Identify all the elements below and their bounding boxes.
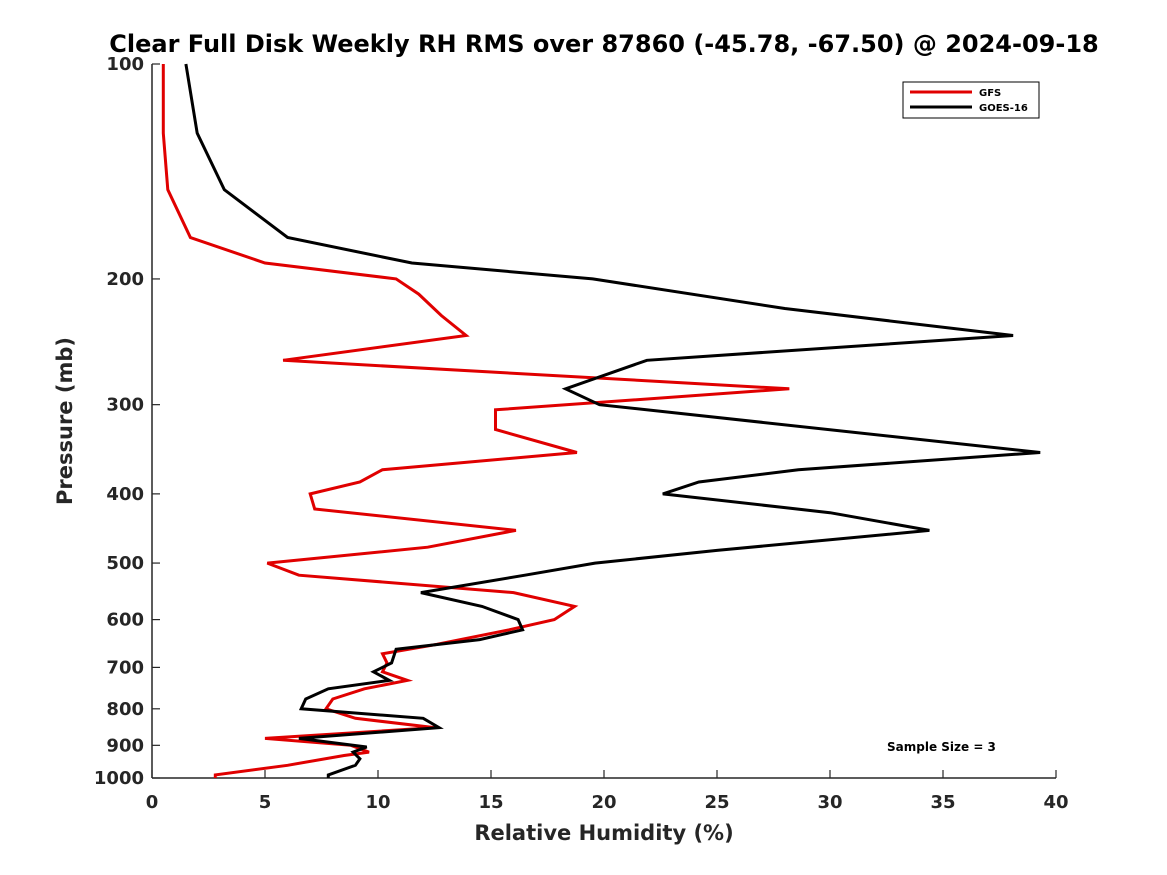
y-tick-label: 100 — [106, 54, 144, 75]
y-tick-label: 400 — [106, 484, 144, 505]
chart-title: Clear Full Disk Weekly RH RMS over 87860… — [109, 30, 1098, 58]
legend-label-gfs: GFS — [979, 88, 1001, 99]
x-tick-label: 0 — [146, 792, 159, 813]
x-tick-label: 35 — [930, 792, 955, 813]
sample-size-annotation: Sample Size = 3 — [887, 740, 996, 754]
x-tick-label: 25 — [704, 792, 729, 813]
y-tick-label: 500 — [106, 553, 144, 574]
plot-background — [152, 64, 1056, 778]
y-tick-label: 600 — [106, 610, 144, 631]
y-axis-ticks: 100 200 300 400 500 600 700 800 900 1000 — [94, 54, 160, 789]
x-tick-label: 40 — [1043, 792, 1068, 813]
legend-box — [902, 81, 1040, 119]
y-tick-label: 200 — [106, 269, 144, 290]
x-tick-label: 5 — [259, 792, 272, 813]
y-tick-label: 700 — [106, 657, 144, 678]
y-tick-label: 800 — [106, 699, 144, 720]
y-tick-label: 300 — [106, 395, 144, 416]
y-tick-label: 900 — [106, 735, 144, 756]
legend: GFS GOES-16 — [902, 81, 1040, 119]
x-tick-label: 15 — [478, 792, 503, 813]
y-axis-label: Pressure (mb) — [53, 337, 77, 505]
legend-label-goes-16: GOES-16 — [979, 103, 1028, 114]
plot-area — [152, 64, 1056, 778]
series-line-goes-16 — [184, 63, 1041, 778]
x-tick-label: 20 — [591, 792, 616, 813]
y-tick-label: 1000 — [94, 768, 144, 789]
x-axis-label: Relative Humidity (%) — [474, 821, 733, 845]
series-group — [161, 63, 1041, 778]
x-tick-label: 10 — [365, 792, 390, 813]
x-tick-label: 30 — [817, 792, 842, 813]
x-axis-ticks: 0 5 10 15 20 25 30 35 40 — [146, 770, 1069, 813]
